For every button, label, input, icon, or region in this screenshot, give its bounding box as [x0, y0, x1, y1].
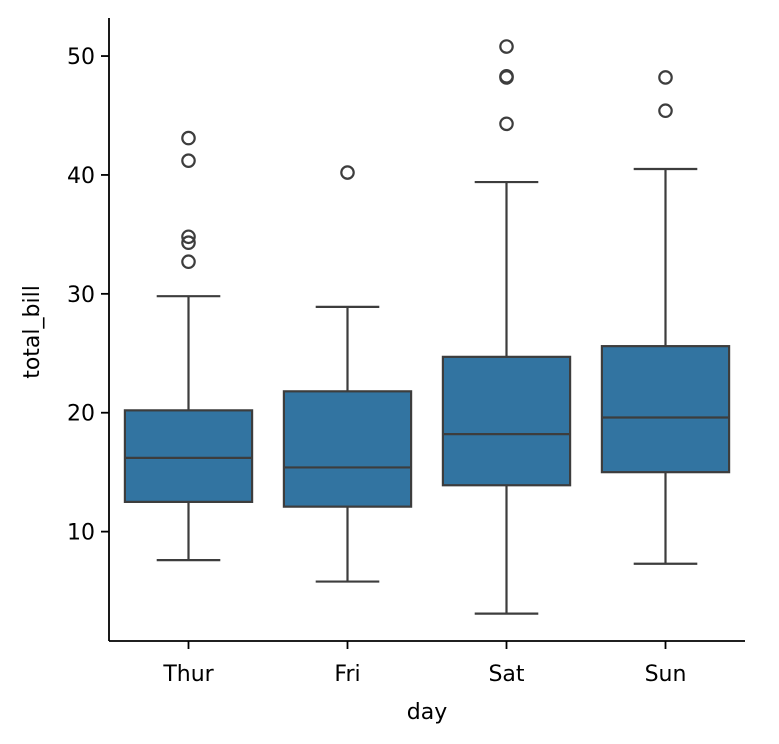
- x-tick-label: Sun: [645, 662, 687, 687]
- box-sat: [441, 355, 572, 487]
- outlier-thur: [181, 254, 196, 270]
- outlier-sun: [658, 103, 673, 119]
- outlier-sat: [499, 39, 514, 54]
- box-group-sun: [600, 70, 731, 565]
- box-thur: [123, 409, 254, 503]
- box-group-thur: [123, 130, 254, 562]
- y-axis-label: total_bill: [20, 285, 45, 379]
- boxes-layer: [123, 39, 731, 615]
- outlier-sun: [658, 70, 673, 85]
- box-sun: [600, 345, 731, 474]
- outlier-thur: [181, 235, 196, 251]
- box-fri: [282, 390, 413, 508]
- y-tick-label: 50: [67, 45, 95, 70]
- x-tick-label: Fri: [334, 662, 360, 687]
- y-tick-label: 20: [67, 402, 95, 427]
- x-axis-label: day: [407, 700, 447, 725]
- outlier-sat: [499, 68, 514, 84]
- y-axis-ticks: 10 20 30 40 50: [67, 45, 109, 546]
- x-axis-ticks: Thur Fri Sat Sun: [162, 641, 686, 687]
- box-group-fri: [282, 165, 413, 583]
- outlier-thur: [181, 229, 196, 245]
- outlier-fri: [340, 165, 355, 180]
- y-tick-label: 40: [67, 164, 95, 189]
- x-tick-label: Sat: [488, 662, 524, 687]
- y-tick-label: 10: [67, 521, 95, 546]
- outlier-thur: [181, 153, 196, 168]
- outlier-thur: [181, 130, 196, 146]
- outlier-sat: [499, 116, 514, 132]
- box-group-sat: [441, 39, 572, 615]
- x-tick-label: Thur: [162, 662, 214, 687]
- y-tick-label: 30: [67, 283, 95, 308]
